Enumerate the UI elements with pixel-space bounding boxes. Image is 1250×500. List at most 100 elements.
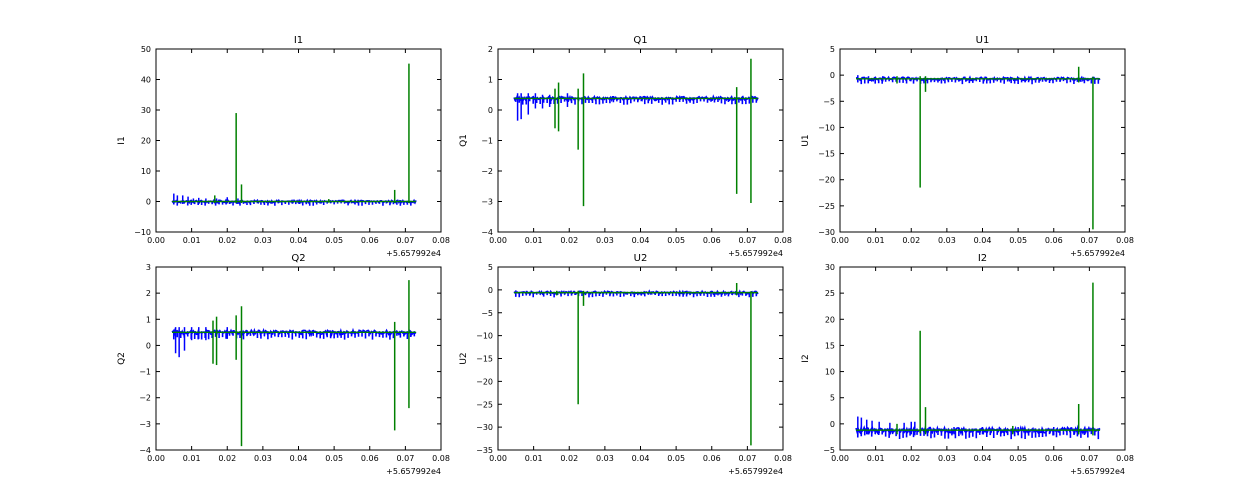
axes-frame bbox=[839, 266, 1126, 451]
x-tick-label: 0.01 bbox=[867, 236, 885, 245]
x-tick-label: 0.03 bbox=[938, 454, 956, 463]
y-tick-label: 1 bbox=[488, 76, 493, 85]
y-tick-label: 0 bbox=[830, 420, 835, 429]
x-tick-label: 0.06 bbox=[703, 236, 721, 245]
series-1 bbox=[513, 289, 759, 298]
y-tick-label: 0 bbox=[488, 286, 493, 295]
x-tick-label: 0.01 bbox=[525, 454, 543, 463]
y-tick-label: 20 bbox=[825, 315, 835, 324]
y-tick-label: −35 bbox=[476, 446, 493, 455]
subplot-title: U1 bbox=[976, 35, 990, 46]
x-tick-label: 0.05 bbox=[325, 454, 343, 463]
x-tick-label: 0.08 bbox=[432, 236, 450, 245]
x-tick-label: 0.05 bbox=[667, 454, 685, 463]
series-2 bbox=[514, 283, 759, 446]
x-tick-label: 0.03 bbox=[596, 454, 614, 463]
x-tick-label: 0.04 bbox=[974, 236, 992, 245]
subplot-i1: 0.00 0.01 0.02 0.03 0.04 0.05 0.06 0.07 0.08 −10 0… bbox=[117, 35, 450, 258]
x-tick-label: 0.00 bbox=[489, 236, 507, 245]
y-tick-label: −10 bbox=[134, 228, 151, 237]
x-tick-label: 0.08 bbox=[1116, 236, 1134, 245]
series-2 bbox=[172, 63, 417, 204]
subplot-i2: 0.00 0.01 0.02 0.03 0.04 0.05 0.06 0.07 0.08 −5 0 5… bbox=[801, 253, 1134, 476]
y-tick-label: 0 bbox=[146, 198, 151, 207]
y-tick-label: −30 bbox=[818, 228, 835, 237]
series-1 bbox=[855, 416, 1101, 440]
series-2 bbox=[514, 58, 759, 207]
y-tick-label: −15 bbox=[818, 150, 835, 159]
y-tick-label: 10 bbox=[141, 167, 151, 176]
x-offset-label: +5.657992e4 bbox=[1070, 249, 1125, 258]
subplot-title: Q1 bbox=[633, 35, 647, 46]
x-offset-label: +5.657992e4 bbox=[386, 249, 441, 258]
y-tick-label: 3 bbox=[146, 263, 151, 272]
series-2 bbox=[856, 282, 1101, 436]
plot-area bbox=[855, 282, 1101, 440]
y-tick-label: 0 bbox=[146, 341, 151, 350]
y-tick-label: 0 bbox=[488, 106, 493, 115]
x-tick-label: 0.01 bbox=[183, 454, 201, 463]
y-tick-label: −3 bbox=[481, 198, 493, 207]
y-tick-label: −20 bbox=[818, 176, 835, 185]
y-axis-label: U2 bbox=[459, 352, 469, 364]
x-offset-label: +5.657992e4 bbox=[728, 467, 783, 476]
subplot-title: I2 bbox=[978, 253, 987, 264]
x-tick-label: 0.08 bbox=[1116, 454, 1134, 463]
x-tick-label: 0.07 bbox=[1080, 236, 1098, 245]
series-1 bbox=[171, 327, 417, 358]
y-tick-label: −5 bbox=[823, 446, 835, 455]
y-tick-label: −3 bbox=[139, 420, 151, 429]
x-tick-label: 0.06 bbox=[361, 454, 379, 463]
x-tick-label: 0.03 bbox=[596, 236, 614, 245]
y-tick-label: −20 bbox=[476, 377, 493, 386]
y-tick-label: 0 bbox=[830, 71, 835, 80]
y-tick-label: 40 bbox=[141, 76, 151, 85]
plot-area bbox=[513, 283, 759, 446]
y-axis-label: Q2 bbox=[117, 352, 127, 365]
x-tick-label: 0.04 bbox=[974, 454, 992, 463]
y-tick-label: −4 bbox=[481, 228, 493, 237]
x-tick-label: 0.00 bbox=[831, 454, 849, 463]
subplot-title: U2 bbox=[634, 253, 648, 264]
x-tick-label: 0.04 bbox=[290, 454, 308, 463]
y-tick-label: 30 bbox=[141, 106, 151, 115]
series-1 bbox=[855, 75, 1101, 85]
y-tick-label: 10 bbox=[825, 368, 835, 377]
subplot-q2: 0.00 0.01 0.02 0.03 0.04 0.05 0.06 0.07 0.08 −4 −3… bbox=[117, 253, 450, 476]
y-tick-label: −1 bbox=[481, 137, 493, 146]
x-tick-label: 0.06 bbox=[703, 454, 721, 463]
y-tick-label: 1 bbox=[146, 315, 151, 324]
x-tick-label: 0.06 bbox=[361, 236, 379, 245]
subplot-title: I1 bbox=[294, 35, 303, 46]
subplot-q1: 0.00 0.01 0.02 0.03 0.04 0.05 0.06 0.07 0.08 −4 −3… bbox=[459, 35, 792, 258]
x-tick-label: 0.05 bbox=[325, 236, 343, 245]
y-tick-label: 50 bbox=[141, 45, 151, 54]
x-offset-label: +5.657992e4 bbox=[1070, 467, 1125, 476]
subplot-u1: 0.00 0.01 0.02 0.03 0.04 0.05 0.06 0.07 0.08 −30 −… bbox=[801, 35, 1134, 258]
y-tick-label: 30 bbox=[825, 263, 835, 272]
x-tick-label: 0.07 bbox=[1080, 454, 1098, 463]
x-tick-label: 0.07 bbox=[396, 454, 414, 463]
x-tick-label: 0.03 bbox=[938, 236, 956, 245]
x-tick-label: 0.03 bbox=[254, 236, 272, 245]
y-tick-label: −25 bbox=[818, 202, 835, 211]
y-tick-label: −1 bbox=[139, 368, 151, 377]
x-tick-label: 0.03 bbox=[254, 454, 272, 463]
series-1 bbox=[171, 193, 417, 206]
subplot-u2: 0.00 0.01 0.02 0.03 0.04 0.05 0.06 0.07 0.08 −35 −… bbox=[459, 253, 792, 476]
series-2 bbox=[172, 280, 417, 447]
y-tick-label: 20 bbox=[141, 137, 151, 146]
y-axis-label: I2 bbox=[801, 354, 811, 362]
x-tick-label: 0.05 bbox=[1009, 454, 1027, 463]
x-offset-label: +5.657992e4 bbox=[728, 249, 783, 258]
x-tick-label: 0.04 bbox=[290, 236, 308, 245]
plot-area bbox=[513, 58, 759, 207]
y-tick-label: 5 bbox=[830, 45, 835, 54]
x-tick-label: 0.01 bbox=[183, 236, 201, 245]
x-tick-label: 0.08 bbox=[774, 454, 792, 463]
y-tick-label: 5 bbox=[830, 394, 835, 403]
y-axis-label: I1 bbox=[117, 136, 127, 144]
series-1-trace bbox=[855, 424, 1101, 440]
y-tick-label: −30 bbox=[476, 423, 493, 432]
